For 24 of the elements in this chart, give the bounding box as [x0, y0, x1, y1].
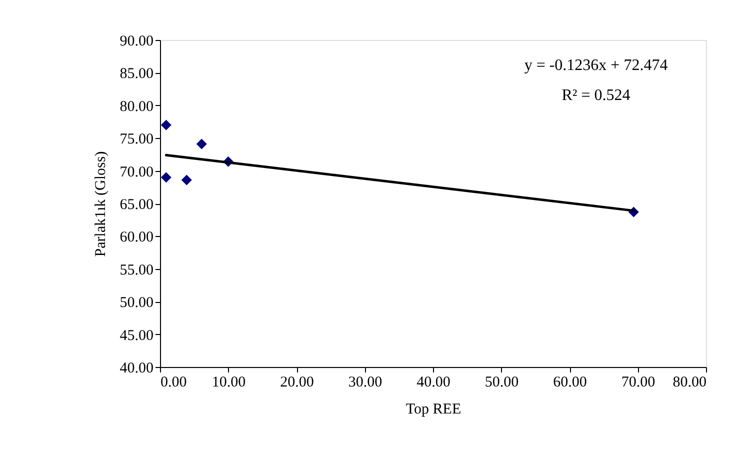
- annotation: R² = 0.524: [562, 87, 630, 104]
- annotation: y = -0.1236x + 72.474: [524, 57, 668, 74]
- y-tick-label: 45.00: [120, 328, 154, 344]
- y-tick-label: 70.00: [120, 164, 154, 180]
- y-tick-label: 50.00: [120, 295, 154, 312]
- y-tick-label: 90.00: [120, 34, 154, 50]
- x-tick-label: 80.00: [672, 374, 706, 390]
- x-tick-label: 20.00: [280, 374, 314, 390]
- x-tick-label: 0.00: [160, 374, 187, 390]
- x-tick-label: 40.00: [416, 374, 450, 390]
- y-tick-label: 65.00: [120, 197, 154, 213]
- x-tick-label: 70.00: [621, 374, 656, 390]
- y-tick-label: 60.00: [120, 230, 154, 246]
- x-tick-label: 30.00: [348, 374, 382, 390]
- y-tick-label: 40.00: [120, 360, 154, 376]
- y-tick-label: 75.00: [120, 132, 154, 148]
- y-tick-label: 85.00: [120, 66, 154, 82]
- y-tick-label: 55.00: [120, 262, 154, 278]
- x-axis-title: Top REE: [406, 402, 462, 418]
- x-tick-label: 60.00: [553, 374, 587, 390]
- x-tick-label: 50.00: [484, 374, 519, 390]
- y-tick-label: 80.00: [120, 98, 154, 115]
- y-axis-title: Parlak1ık (Gloss): [92, 151, 109, 257]
- x-tick-label: 10.00: [212, 374, 246, 390]
